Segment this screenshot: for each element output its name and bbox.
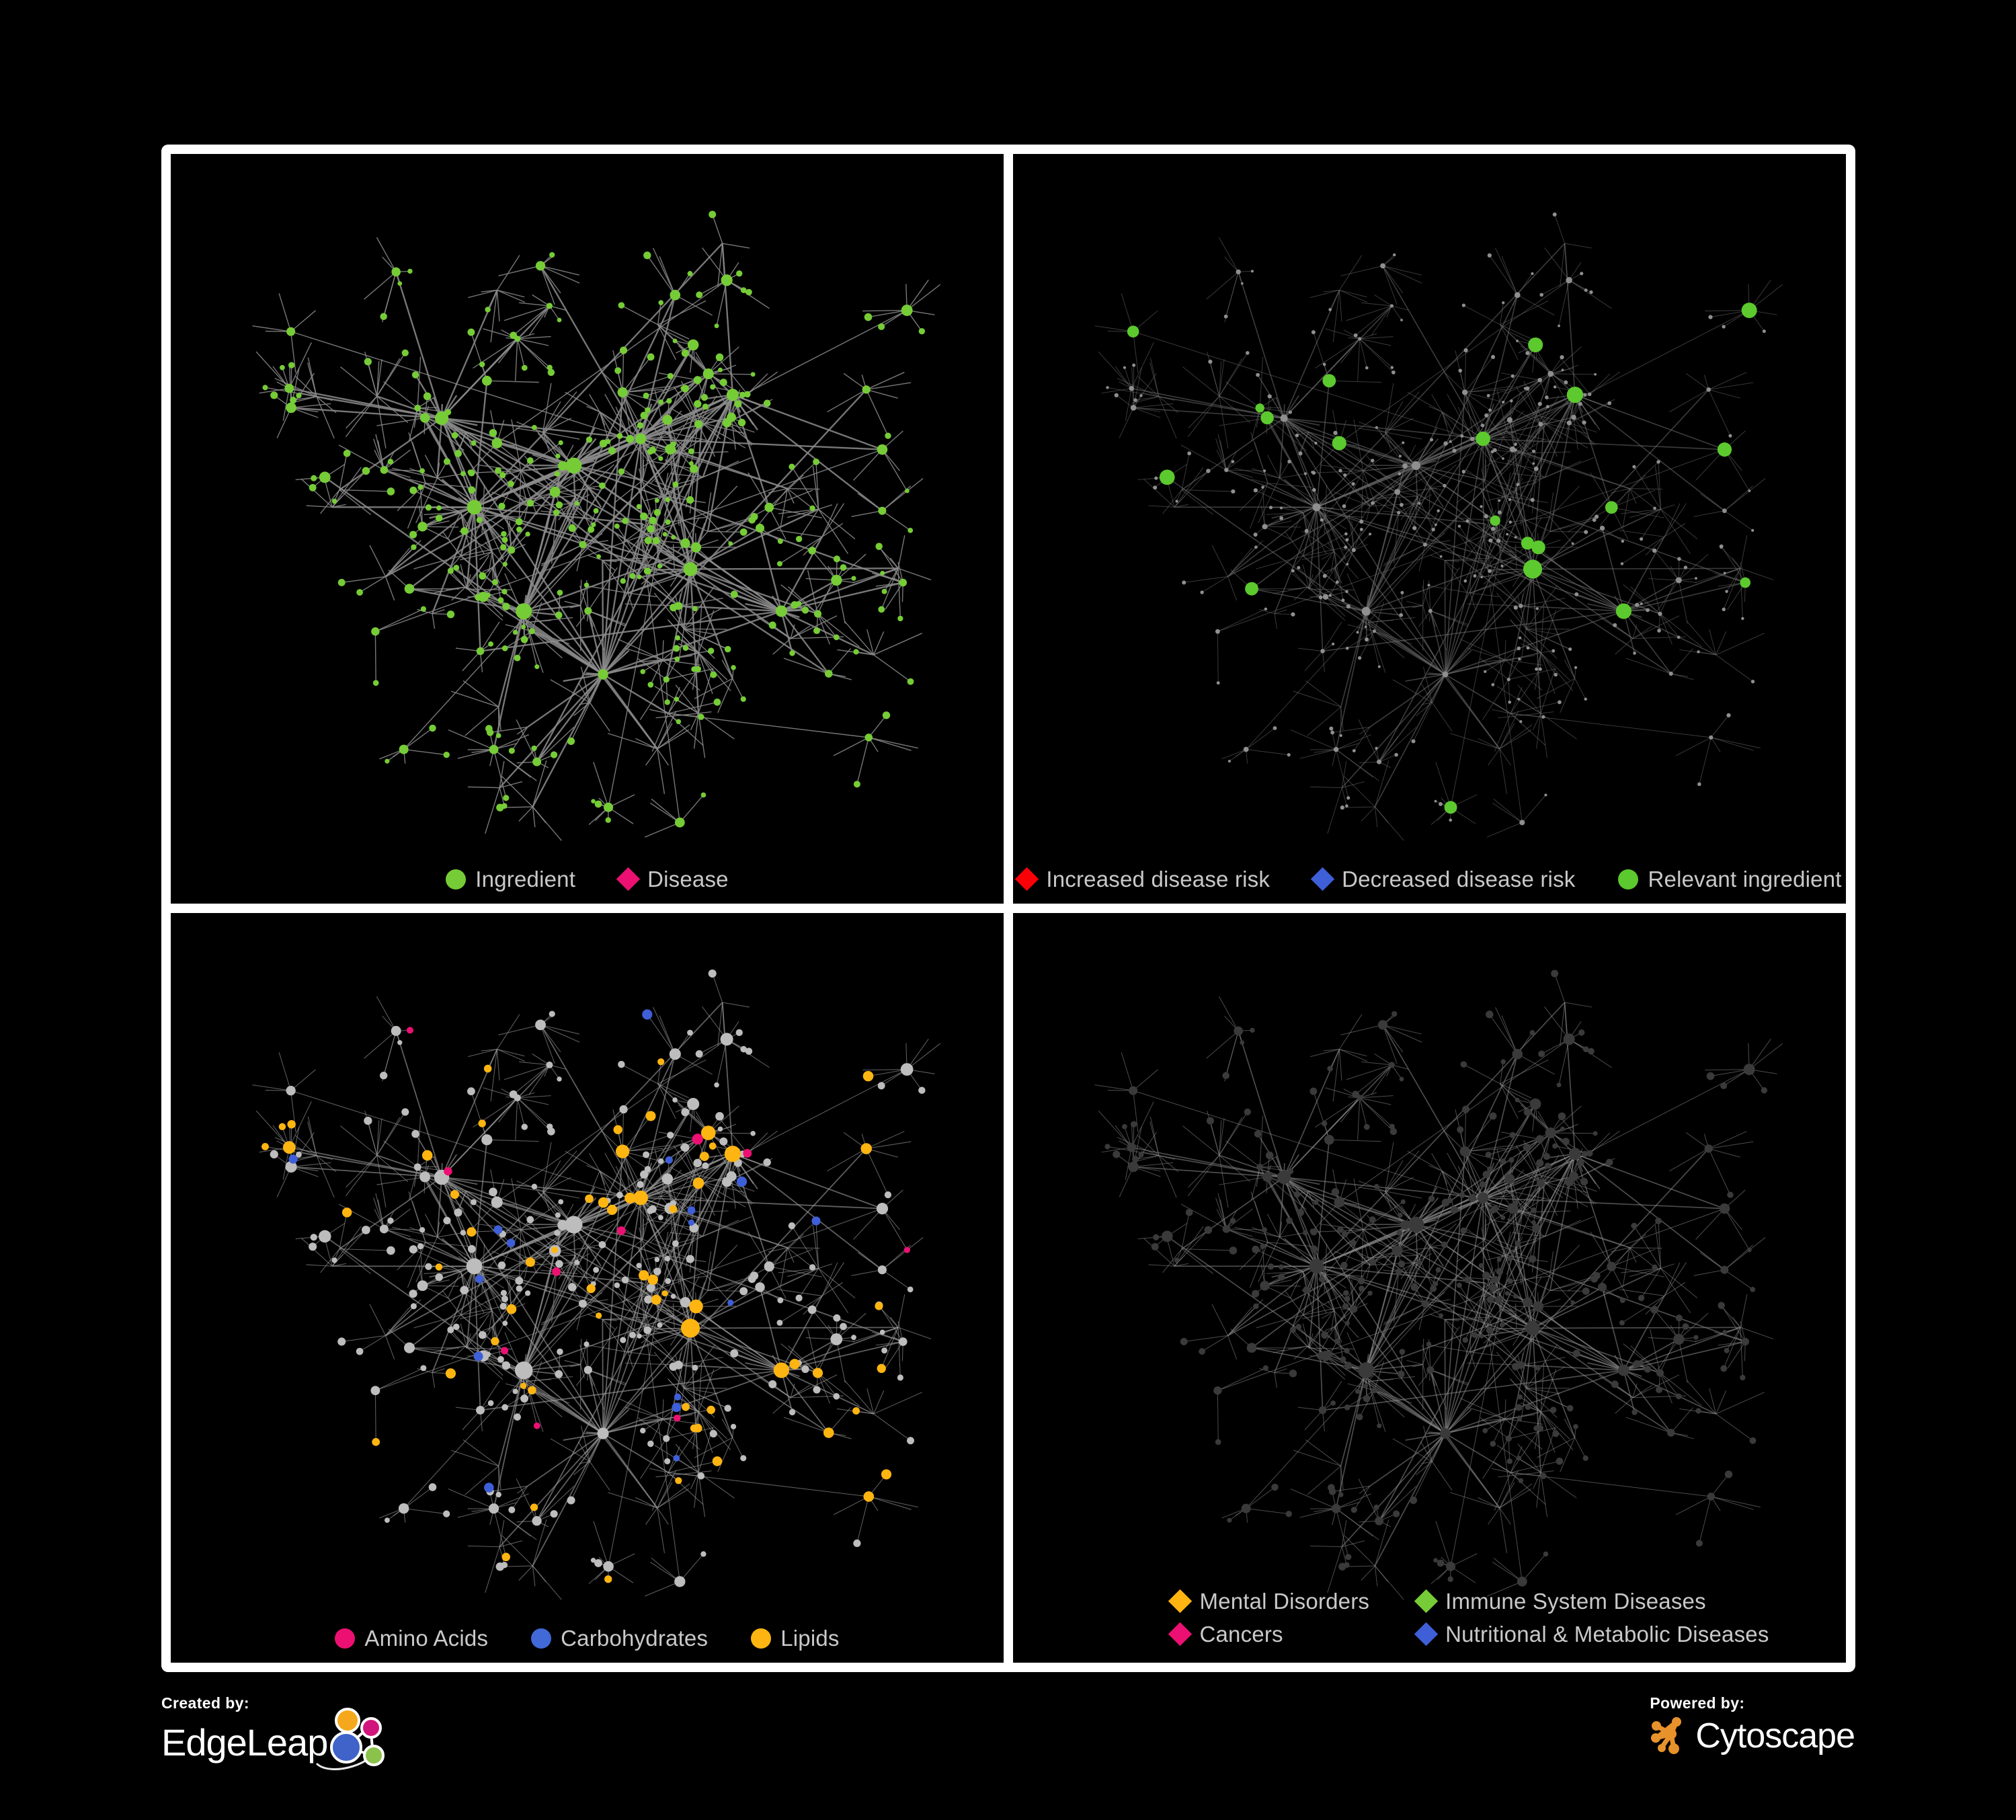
network-canvas-4[interactable] bbox=[1013, 913, 1846, 1663]
cytoscape-icon bbox=[1651, 1717, 1682, 1754]
panel-disease-classes[interactable]: Mental Disorders Immune System Diseases … bbox=[1013, 913, 1846, 1663]
edgeleap-graph-icon bbox=[316, 1708, 385, 1770]
edgeleap-logo: EdgeLeap bbox=[161, 1708, 389, 1770]
powered-by-cytoscape: Powered by: bbox=[1648, 1694, 1855, 1757]
powered-by-label: Powered by: bbox=[1650, 1694, 1745, 1712]
figure-frame: Ingredient Disease Increased disease ris… bbox=[161, 145, 1855, 1672]
panel-disease-risk[interactable]: Increased disease risk Decreased disease… bbox=[1013, 154, 1846, 904]
network-canvas-2[interactable] bbox=[1013, 154, 1846, 904]
cytoscape-logo: Cytoscape bbox=[1648, 1715, 1855, 1757]
panel-ingredient-classes[interactable]: Amino Acids Carbohydrates Lipids bbox=[171, 913, 1004, 1663]
network-canvas-3[interactable] bbox=[171, 913, 1004, 1663]
created-by-edgeleap: Created by: EdgeLeap bbox=[161, 1694, 389, 1770]
edgeleap-wordmark: EdgeLeap bbox=[161, 1721, 328, 1764]
panel-ingredient-disease[interactable]: Ingredient Disease bbox=[171, 154, 1004, 904]
created-by-label: Created by: bbox=[161, 1694, 249, 1712]
cytoscape-wordmark: Cytoscape bbox=[1695, 1716, 1855, 1755]
network-canvas-1[interactable] bbox=[171, 154, 1004, 904]
footer: Created by: EdgeLeap Powered by: bbox=[161, 1681, 1855, 1809]
